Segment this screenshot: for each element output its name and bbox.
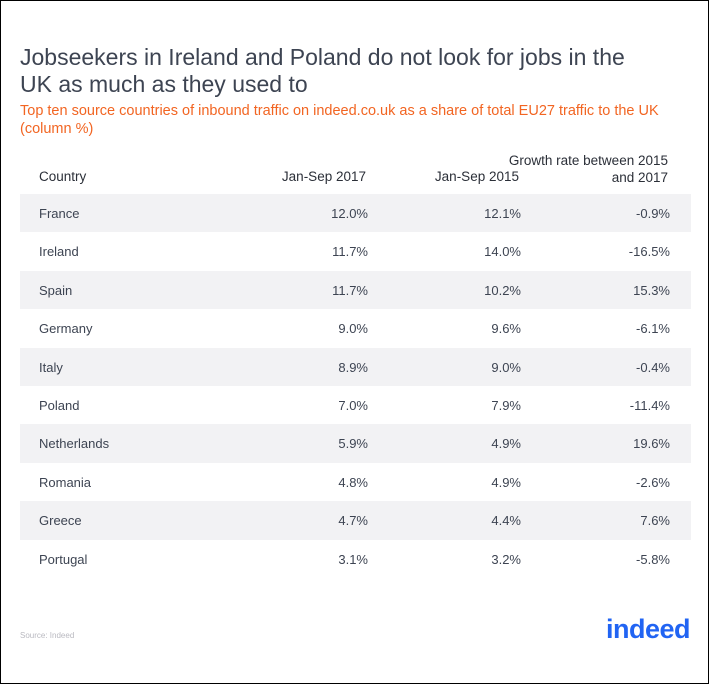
- cell-country: Italy: [39, 359, 63, 375]
- cell-country: Spain: [39, 282, 73, 298]
- cell-jan-sep-2017: 5.9%: [338, 436, 368, 452]
- cell-jan-sep-2015: 4.9%: [491, 436, 521, 452]
- cell-growth-rate: -5.8%: [636, 551, 670, 567]
- cell-country: Germany: [39, 321, 93, 337]
- chart-subtitle: Top ten source countries of inbound traf…: [20, 103, 659, 137]
- cell-country: Poland: [39, 397, 80, 413]
- cell-country: Netherlands: [39, 436, 110, 452]
- table-row: Portugal 3.1% 3.2% -5.8%: [20, 540, 691, 578]
- cell-jan-sep-2017: 9.0%: [338, 321, 368, 337]
- cell-jan-sep-2017: 3.1%: [338, 551, 368, 567]
- cell-jan-sep-2015: 12.1%: [484, 206, 521, 221]
- cell-jan-sep-2017: 8.9%: [338, 359, 368, 375]
- cell-jan-sep-2017: 4.7%: [338, 513, 368, 529]
- cell-country: France: [39, 206, 80, 221]
- table-row: Romania 4.8% 4.9% -2.6%: [20, 463, 691, 501]
- table-row: Netherlands 5.9% 4.9% 19.6%: [20, 424, 691, 463]
- cell-jan-sep-2017: 11.7%: [332, 244, 368, 260]
- cell-jan-sep-2015: 3.2%: [491, 551, 521, 567]
- header-jan-sep-2017: Jan-Sep 2017: [281, 169, 366, 184]
- cell-growth-rate: -0.9%: [636, 206, 670, 221]
- cell-growth-rate: -2.6%: [636, 474, 670, 490]
- cell-jan-sep-2015: 4.9%: [491, 474, 521, 490]
- cell-jan-sep-2015: 10.2%: [484, 282, 521, 298]
- indeed-logo: indeed: [605, 614, 691, 644]
- cell-country: Ireland: [39, 244, 79, 260]
- cell-jan-sep-2017: 11.7%: [332, 282, 368, 298]
- cell-growth-rate: 7.6%: [640, 513, 670, 529]
- cell-jan-sep-2015: 4.4%: [491, 513, 521, 529]
- cell-jan-sep-2015: 9.6%: [491, 321, 521, 337]
- table-body: France 12.0% 12.1% -0.9% Ireland 11.7% 14.0% -1…: [20, 194, 691, 578]
- cell-jan-sep-2017: 12.0%: [331, 206, 368, 221]
- cell-country: Romania: [39, 474, 92, 490]
- cell-jan-sep-2015: 7.9%: [491, 397, 521, 413]
- table-row: France 12.0% 12.1% -0.9%: [20, 194, 691, 233]
- cell-growth-rate: -11.4%: [629, 397, 670, 413]
- cell-jan-sep-2017: 4.8%: [338, 474, 368, 490]
- cell-jan-sep-2017: 7.0%: [338, 397, 368, 413]
- cell-growth-rate: -16.5%: [628, 244, 670, 260]
- cell-country: Greece: [39, 513, 82, 529]
- chart-title: Jobseekers in Ireland and Poland do not …: [20, 44, 625, 97]
- table-row: Italy 8.9% 9.0% -0.4%: [20, 347, 691, 386]
- table-row: Germany 9.0% 9.6% -6.1%: [20, 309, 691, 347]
- cell-growth-rate: -6.1%: [636, 321, 670, 337]
- cell-jan-sep-2015: 14.0%: [484, 244, 521, 260]
- cell-growth-rate: 15.3%: [633, 282, 670, 298]
- cell-growth-rate: -0.4%: [636, 359, 670, 375]
- header-growth-rate: Growth rate between 2015 and 2017: [508, 153, 668, 185]
- table-row: Poland 7.0% 7.9% -11.4%: [20, 386, 691, 424]
- table-row: Ireland 11.7% 14.0% -16.5%: [20, 232, 691, 270]
- table-row: Spain 11.7% 10.2% 15.3%: [20, 270, 691, 310]
- header-country: Country: [39, 169, 87, 184]
- source-note: Source: Indeed: [20, 631, 75, 640]
- cell-jan-sep-2015: 9.0%: [491, 359, 521, 375]
- table-row: Greece 4.7% 4.4% 7.6%: [20, 501, 691, 540]
- cell-country: Portugal: [39, 551, 88, 567]
- cell-growth-rate: 19.6%: [633, 436, 670, 452]
- header-jan-sep-2015: Jan-Sep 2015: [434, 169, 519, 184]
